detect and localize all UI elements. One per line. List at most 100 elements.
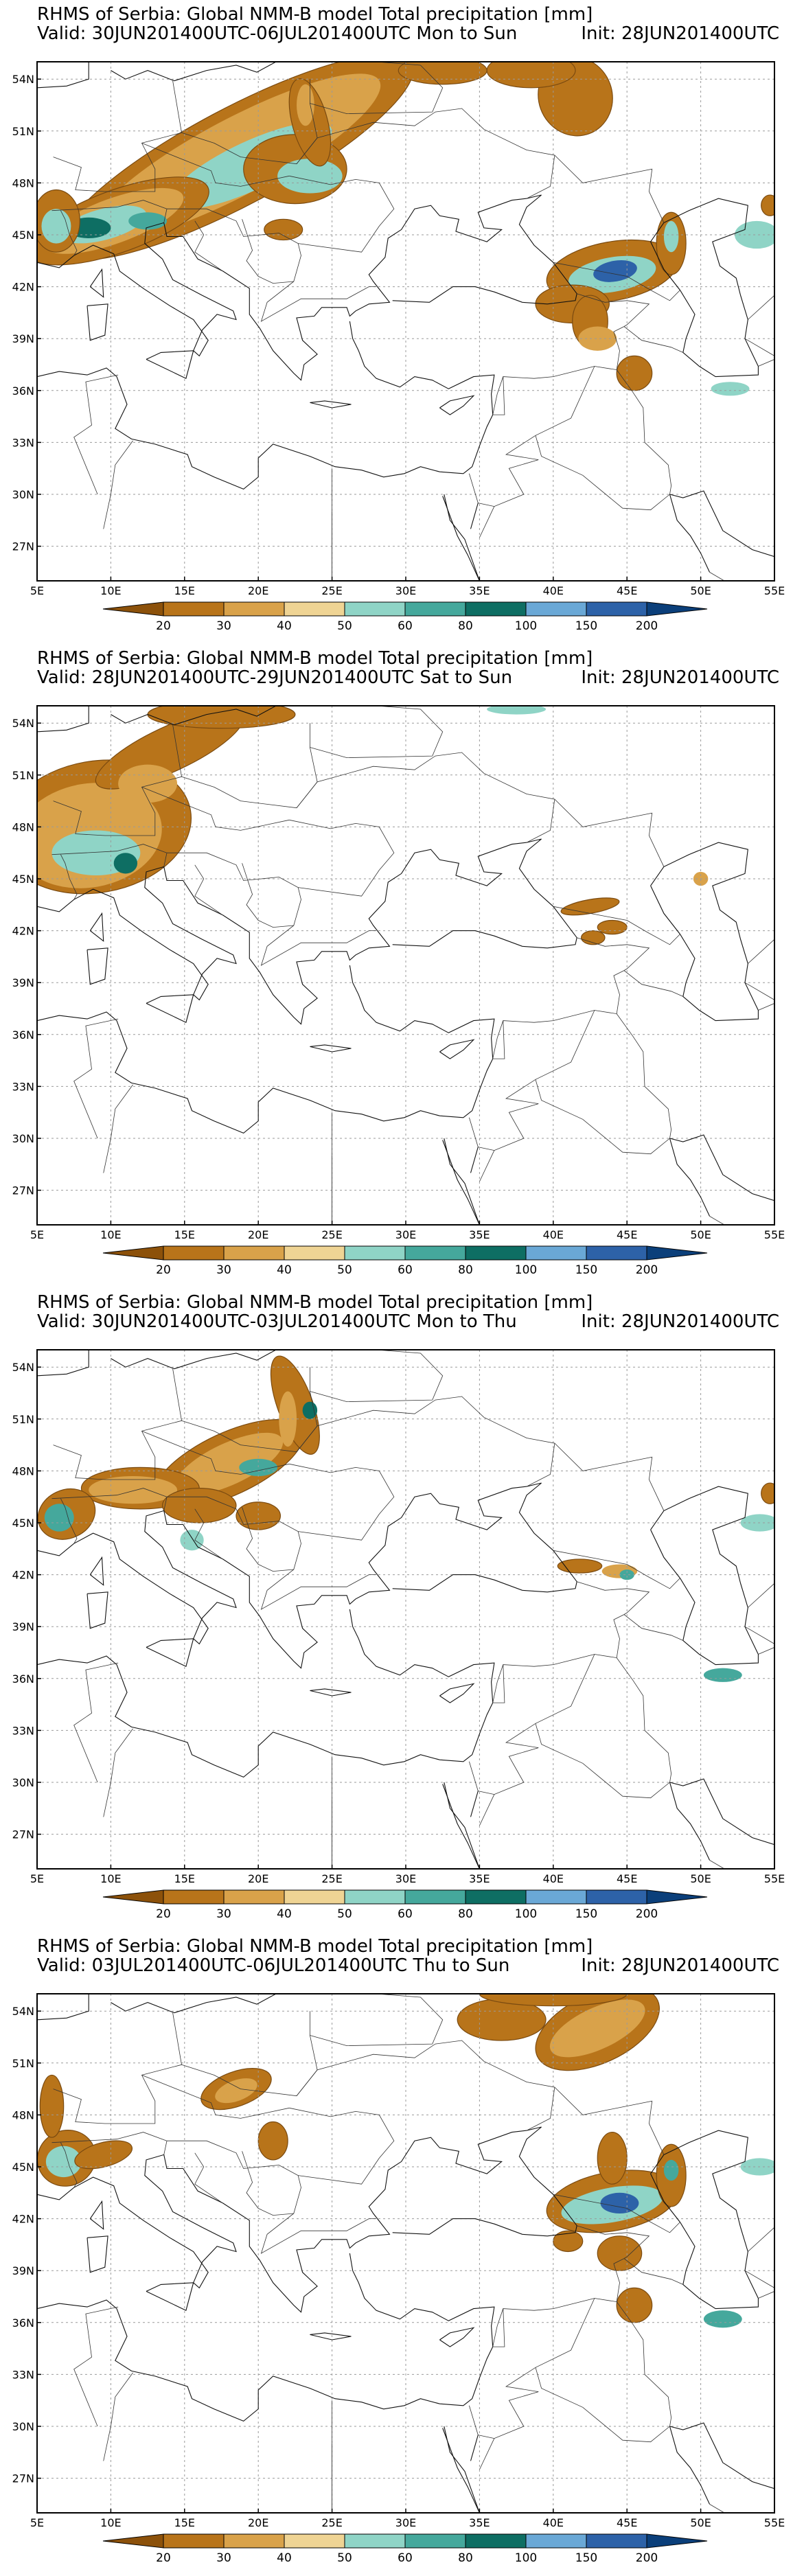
colorbar-label: 20 xyxy=(156,1263,171,1277)
colorbar-segment xyxy=(404,1889,466,1905)
border xyxy=(310,1350,444,1403)
lon-tick-label: 25E xyxy=(321,2516,342,2529)
coastline xyxy=(310,1044,352,1053)
lat-tick-label: 27N xyxy=(12,1184,34,1197)
lon-tick-label: 20E xyxy=(248,1872,268,1885)
coastline xyxy=(146,994,194,1023)
lat-tick-label: 45N xyxy=(12,873,34,886)
border xyxy=(167,852,376,966)
coastline xyxy=(470,1791,479,1817)
coastline xyxy=(669,1782,710,1861)
lon-tick-label: 15E xyxy=(174,1872,195,1885)
map-panel-1: 5E 10E 15E 20E 25E 30E 35E 40E 45E 50E 55E 54N 51N 48… xyxy=(0,0,793,644)
lat-tick-label: 42N xyxy=(12,925,34,938)
border xyxy=(535,1723,670,1799)
lon-tick-label: 30E xyxy=(395,584,416,597)
lat-tick-label: 51N xyxy=(12,769,34,782)
coastline xyxy=(439,1683,475,1703)
border xyxy=(51,200,168,223)
precip-area xyxy=(277,159,343,194)
coastline xyxy=(669,490,774,557)
border xyxy=(53,1368,182,1480)
coastline xyxy=(146,2282,194,2311)
lat-tick-label: 51N xyxy=(12,125,34,138)
precip-area xyxy=(616,2287,653,2323)
border xyxy=(479,1150,495,1182)
colorbar-label: 60 xyxy=(398,2551,413,2565)
lon-tick-label: 40E xyxy=(543,1228,564,1241)
border xyxy=(73,1662,119,1783)
border xyxy=(535,2367,670,2443)
border xyxy=(310,706,444,759)
lon-tick-label: 10E xyxy=(100,584,121,597)
border xyxy=(296,1396,555,1487)
precip-area xyxy=(174,1432,284,1495)
precip-area xyxy=(264,218,303,241)
lon-tick-label: 55E xyxy=(764,1872,785,1885)
coastline xyxy=(37,838,577,1025)
border xyxy=(51,1488,168,1511)
lat-tick-label: 36N xyxy=(12,384,34,398)
border xyxy=(60,210,78,256)
colorbar-label: 200 xyxy=(636,2551,658,2565)
coastline xyxy=(87,947,108,985)
precip-area xyxy=(128,212,168,230)
lon-tick-label: 20E xyxy=(248,584,268,597)
lat-tick-label: 45N xyxy=(12,229,34,242)
lon-tick-label: 40E xyxy=(543,584,564,597)
colorbar-label: 50 xyxy=(337,1263,352,1277)
coastline xyxy=(669,1134,774,1201)
colorbar-segment xyxy=(223,601,285,617)
colorbar-segment xyxy=(465,1889,527,1905)
colorbar-label: 50 xyxy=(337,619,352,633)
map-panel-2: 5E 10E 15E 20E 25E 30E 35E 40E 45E 50E 55E 54N 51N 48… xyxy=(0,644,793,1288)
lat-tick-label: 42N xyxy=(12,281,34,294)
colorbar-label: 40 xyxy=(277,1907,292,1921)
border xyxy=(478,2298,595,2439)
colorbar-label: 150 xyxy=(575,619,597,633)
lat-tick-label: 33N xyxy=(12,436,34,449)
colorbar-label: 100 xyxy=(515,1907,537,1921)
border xyxy=(623,2258,683,2285)
lat-tick-label: 39N xyxy=(12,976,34,989)
coastline xyxy=(37,1609,495,1778)
border xyxy=(289,2107,395,2185)
border xyxy=(167,208,376,322)
colorbar-label: 40 xyxy=(277,1263,292,1277)
colorbar-label: 80 xyxy=(458,1907,473,1921)
border xyxy=(73,1018,119,1139)
precip-area xyxy=(560,897,620,916)
lat-tick-label: 36N xyxy=(12,1028,34,1042)
coastline xyxy=(37,1350,89,1377)
border xyxy=(553,2194,680,2233)
colorbar-segment xyxy=(525,1889,587,1905)
border xyxy=(242,219,294,284)
colorbar-segment xyxy=(223,2533,285,2549)
border xyxy=(289,819,395,897)
precip-area xyxy=(302,1401,318,1419)
lat-tick-label: 51N xyxy=(12,2057,34,2070)
border xyxy=(623,326,683,353)
lon-tick-label: 45E xyxy=(617,1228,637,1241)
lon-tick-label: 35E xyxy=(469,1872,490,1885)
border xyxy=(623,970,683,997)
panel-title: RHMS of Serbia: Global NMM-B model Total… xyxy=(37,4,593,25)
precip-area xyxy=(41,209,71,244)
colorbar-segment xyxy=(646,2533,708,2549)
precip-area xyxy=(44,1504,74,1532)
border xyxy=(296,2040,555,2131)
colorbar-segment xyxy=(163,2533,225,2549)
lat-tick-label: 30N xyxy=(12,2420,34,2433)
border xyxy=(554,1442,665,1511)
border xyxy=(469,473,479,503)
lon-tick-label: 10E xyxy=(100,1228,121,1241)
border xyxy=(478,1010,595,1151)
lat-tick-label: 30N xyxy=(12,1132,34,1145)
colorbar-segment xyxy=(586,601,647,617)
coastline xyxy=(37,2126,577,2313)
colorbar-segment xyxy=(284,601,345,617)
border xyxy=(469,1117,479,1147)
lat-tick-label: 36N xyxy=(12,1672,34,1686)
colorbar-label: 20 xyxy=(156,2551,171,2565)
precip-area xyxy=(593,260,637,282)
